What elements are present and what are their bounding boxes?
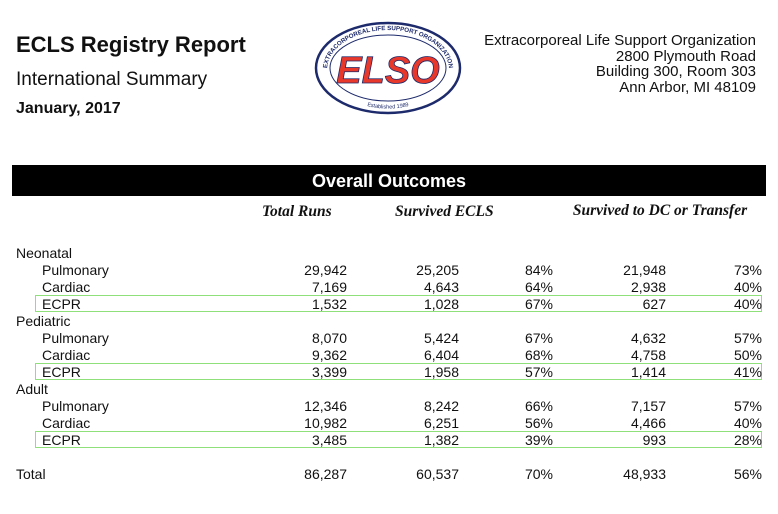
cell-survived-dc: 21,948	[623, 262, 666, 278]
row-label: Cardiac	[42, 415, 91, 431]
total-cell-survived-ecls: 60,537	[416, 466, 459, 482]
cell-total-runs: 8,070	[311, 330, 347, 346]
cell-survived-ecls: 6,251	[423, 415, 459, 431]
cell-survived-ecls-pct: 67%	[524, 330, 553, 346]
cell-survived-dc-pct: 40%	[733, 279, 762, 295]
header-total-runs: Total Runs	[262, 203, 332, 220]
table-row: Cardiac 7,169 4,643 64% 2,938 40%	[0, 279, 778, 296]
cell-total-runs: 10,982	[304, 415, 347, 431]
cell-total-runs: 12,346	[304, 398, 347, 414]
table-row: Pulmonary 8,070 5,424 67% 4,632 57%	[0, 330, 778, 347]
cell-survived-ecls-pct: 57%	[524, 364, 553, 380]
organization-address: Extracorporeal Life Support Organization…	[484, 33, 756, 95]
cell-survived-ecls: 1,958	[423, 364, 459, 380]
cell-survived-dc: 7,157	[630, 398, 666, 414]
org-street: 2800 Plymouth Road	[615, 47, 756, 65]
cell-total-runs: 3,399	[311, 364, 347, 380]
table-row: Cardiac 10,982 6,251 56% 4,466 40%	[0, 415, 778, 432]
row-label: Pulmonary	[42, 330, 109, 346]
total-cell-survived-ecls-pct: 70%	[524, 466, 553, 482]
cell-survived-ecls-pct: 64%	[524, 279, 553, 295]
row-label: Cardiac	[42, 347, 91, 363]
cell-survived-ecls-pct: 66%	[524, 398, 553, 414]
cell-survived-dc: 4,466	[630, 415, 666, 431]
group-label: Neonatal	[16, 245, 73, 261]
logo-established-text: Established 1989	[367, 102, 410, 111]
org-city: Ann Arbor, MI 48109	[619, 78, 756, 96]
report-subtitle: International Summary	[16, 69, 208, 90]
report-title: ECLS Registry Report	[16, 32, 246, 57]
ecpr-highlight-box	[35, 295, 762, 312]
cell-survived-ecls-pct: 39%	[524, 432, 553, 448]
row-label: ECPR	[42, 296, 81, 312]
cell-total-runs: 29,942	[304, 262, 347, 278]
cell-survived-ecls: 8,242	[423, 398, 459, 414]
cell-total-runs: 9,362	[311, 347, 347, 363]
cell-survived-ecls-pct: 68%	[524, 347, 553, 363]
cell-survived-dc-pct: 50%	[733, 347, 762, 363]
org-building: Building 300, Room 303	[595, 63, 756, 80]
table-row: ECPR 3,485 1,382 39% 993 28%	[0, 432, 778, 449]
logo-letters: ELSO	[336, 50, 439, 92]
group-label: Adult	[16, 381, 48, 397]
table-row: ECPR 3,399 1,958 57% 1,414 41%	[0, 364, 778, 381]
row-label: Pulmonary	[42, 262, 109, 278]
cell-survived-dc: 627	[642, 296, 666, 312]
cell-survived-dc-pct: 73%	[733, 262, 762, 278]
row-label: Cardiac	[42, 279, 91, 295]
group-label: Pediatric	[16, 313, 71, 329]
report-date: January, 2017	[16, 100, 121, 117]
row-label: ECPR	[42, 432, 81, 448]
ecpr-highlight-box	[35, 431, 762, 448]
cell-survived-ecls: 6,404	[423, 347, 459, 363]
cell-survived-dc-pct: 28%	[733, 432, 762, 448]
total-row: Total 86,287 60,537 70% 48,933 56%	[0, 466, 778, 483]
cell-survived-dc: 1,414	[630, 364, 666, 380]
total-label: Total	[16, 466, 46, 482]
cell-total-runs: 7,169	[311, 279, 347, 295]
total-cell-survived-dc-pct: 56%	[733, 466, 762, 482]
cell-survived-dc-pct: 41%	[733, 364, 762, 380]
table-row: Cardiac 9,362 6,404 68% 4,758 50%	[0, 347, 778, 364]
group-row: Adult	[0, 381, 778, 398]
cell-survived-ecls: 1,382	[423, 432, 459, 448]
cell-total-runs: 1,532	[311, 296, 347, 312]
org-name: Extracorporeal Life Support Organization	[484, 32, 756, 49]
cell-survived-dc-pct: 57%	[733, 398, 762, 414]
row-label: ECPR	[42, 364, 81, 380]
cell-survived-ecls-pct: 84%	[524, 262, 553, 278]
cell-survived-dc: 4,632	[630, 330, 666, 346]
header-survived-dc: Survived to DC or Transfer	[572, 202, 748, 219]
group-row: Pediatric	[0, 313, 778, 330]
section-banner: Overall Outcomes	[12, 165, 766, 196]
cell-survived-ecls: 4,643	[423, 279, 459, 295]
elso-logo: EXTRACORPOREAL LIFE SUPPORT ORGANIZATION…	[314, 21, 462, 115]
row-label: Pulmonary	[42, 398, 109, 414]
cell-survived-dc-pct: 40%	[733, 415, 762, 431]
cell-survived-dc: 2,938	[630, 279, 666, 295]
cell-survived-dc: 993	[642, 432, 666, 448]
cell-survived-ecls-pct: 56%	[524, 415, 553, 431]
table-row: Pulmonary 12,346 8,242 66% 7,157 57%	[0, 398, 778, 415]
cell-survived-ecls: 25,205	[416, 262, 459, 278]
total-cell-total-runs: 86,287	[304, 466, 347, 482]
group-row: Neonatal	[0, 245, 778, 262]
total-cell-survived-dc: 48,933	[623, 466, 666, 482]
cell-survived-ecls: 1,028	[423, 296, 459, 312]
ecpr-highlight-box	[35, 363, 762, 380]
cell-survived-ecls: 5,424	[423, 330, 459, 346]
cell-survived-ecls-pct: 67%	[524, 296, 553, 312]
table-row: Pulmonary 29,942 25,205 84% 21,948 73%	[0, 262, 778, 279]
cell-total-runs: 3,485	[311, 432, 347, 448]
cell-survived-dc-pct: 40%	[733, 296, 762, 312]
cell-survived-dc: 4,758	[630, 347, 666, 363]
table-row: ECPR 1,532 1,028 67% 627 40%	[0, 296, 778, 313]
header-survived-ecls: Survived ECLS	[395, 203, 494, 220]
cell-survived-dc-pct: 57%	[733, 330, 762, 346]
